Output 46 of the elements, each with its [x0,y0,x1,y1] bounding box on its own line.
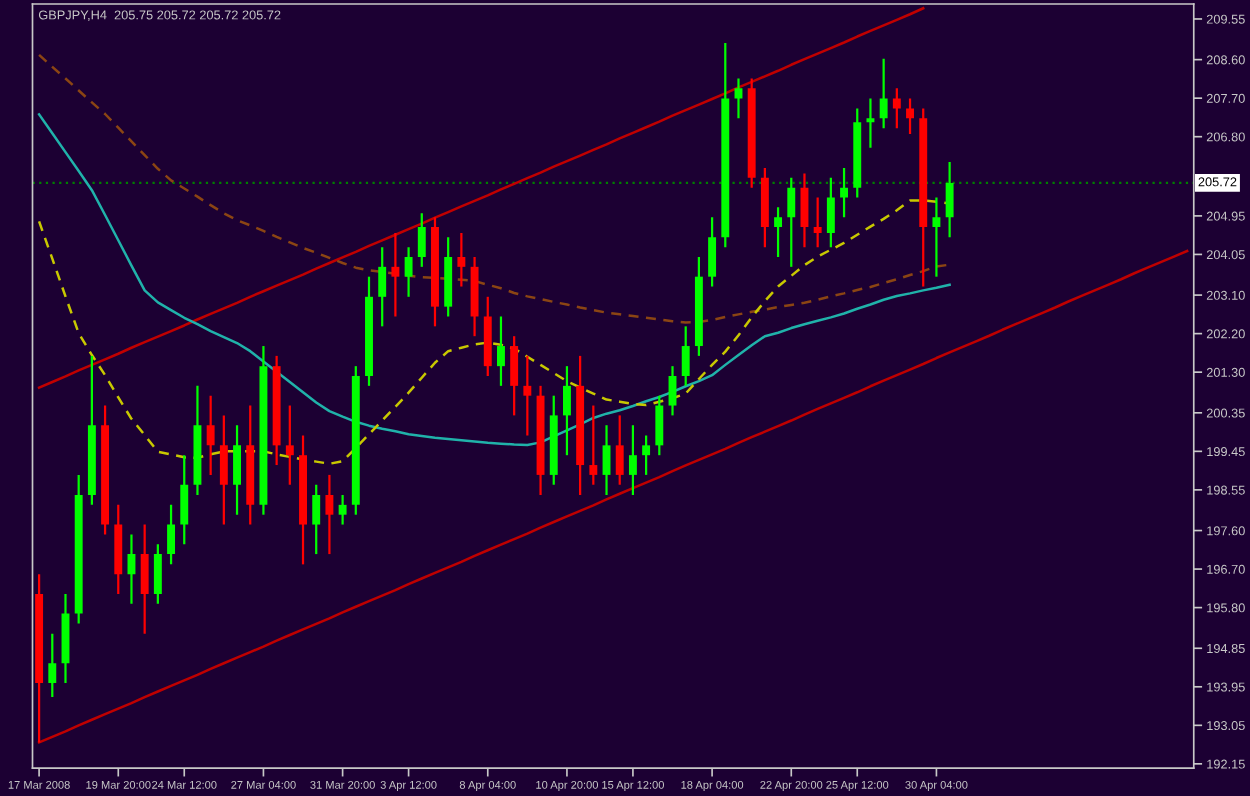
candlestick [219,414,228,526]
candlestick [510,335,519,417]
candlestick [628,424,637,497]
candlestick [787,176,796,268]
candlestick [285,404,294,486]
candlestick [153,543,162,605]
candlestick [497,315,505,387]
candlestick [325,473,334,556]
candlestick [338,493,347,526]
candlestick [866,97,875,149]
candlestick [840,166,849,219]
line-series [37,249,1189,744]
candlestick [589,404,598,486]
line-series [37,113,951,447]
candlestick [906,97,914,136]
candlestick [523,354,532,437]
candlestick [602,424,611,497]
candlestick [642,434,651,476]
candlestick [813,196,822,249]
candlestick [615,414,624,486]
candlestick [668,365,677,417]
candlestick [562,365,571,457]
candlestick [391,231,400,318]
candlestick [404,246,413,298]
candlestick [167,503,176,566]
candlestick [417,212,426,268]
candlestick [708,216,717,288]
candlestick [879,57,888,130]
candlestick [48,632,57,699]
candlestick [457,231,466,288]
line-series [37,7,925,389]
candlestick [892,87,901,130]
candlestick [734,77,743,120]
candlestick [206,394,215,476]
line-series [37,53,951,324]
candlestick [655,394,664,457]
candlestick [826,176,835,249]
candlestick [774,206,783,259]
candlestick [140,523,149,635]
candlestick [233,424,241,516]
candlestick [180,454,189,546]
candlestick [378,246,387,328]
candlestick [945,160,954,239]
candlestick [312,483,321,556]
candlestick [932,196,941,278]
candlestick [681,325,690,387]
